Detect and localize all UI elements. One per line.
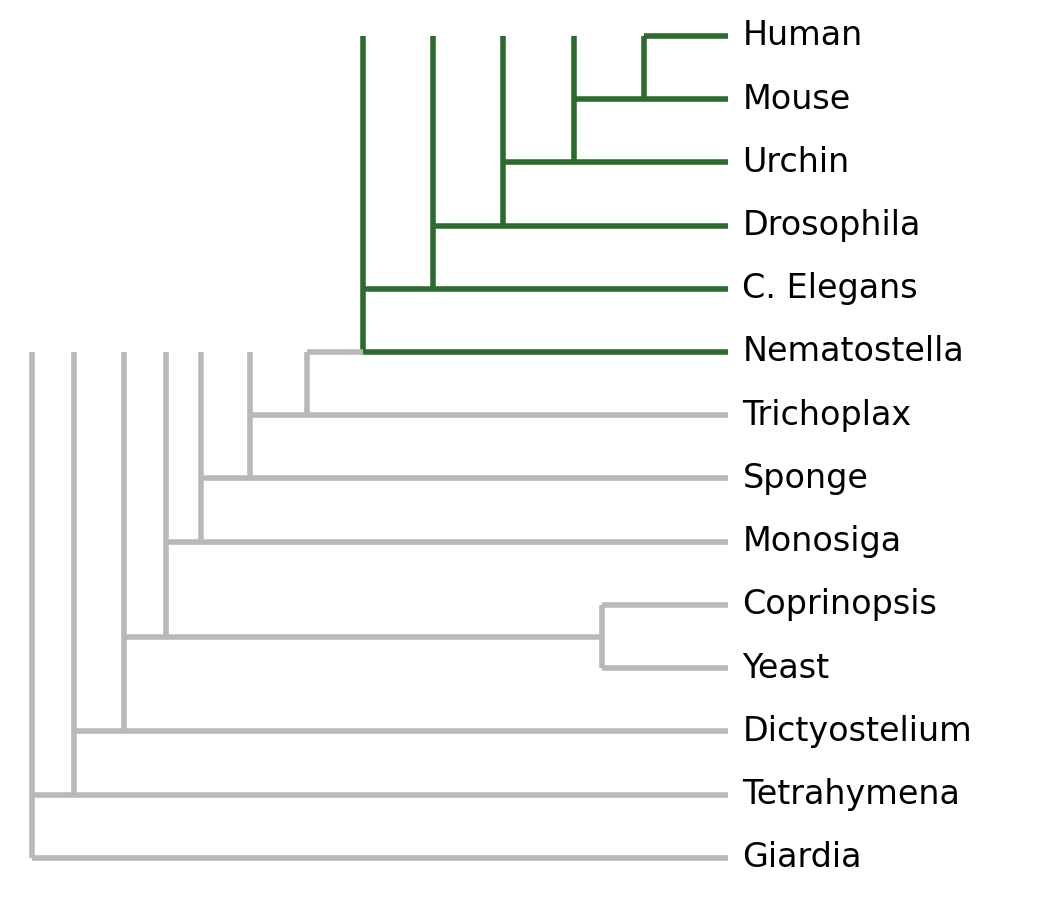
Text: Nematostella: Nematostella [743, 336, 964, 368]
Text: Trichoplax: Trichoplax [743, 399, 912, 432]
Text: Tetrahymena: Tetrahymena [743, 778, 960, 811]
Text: Giardia: Giardia [743, 842, 862, 875]
Text: Yeast: Yeast [743, 652, 830, 685]
Text: Urchin: Urchin [743, 146, 850, 179]
Text: Mouse: Mouse [743, 83, 851, 115]
Text: Monosiga: Monosiga [743, 526, 901, 558]
Text: Dictyostelium: Dictyostelium [743, 715, 972, 748]
Text: Coprinopsis: Coprinopsis [743, 589, 938, 621]
Text: Human: Human [743, 19, 862, 52]
Text: Sponge: Sponge [743, 462, 869, 495]
Text: C. Elegans: C. Elegans [743, 272, 918, 305]
Text: Drosophila: Drosophila [743, 209, 921, 242]
